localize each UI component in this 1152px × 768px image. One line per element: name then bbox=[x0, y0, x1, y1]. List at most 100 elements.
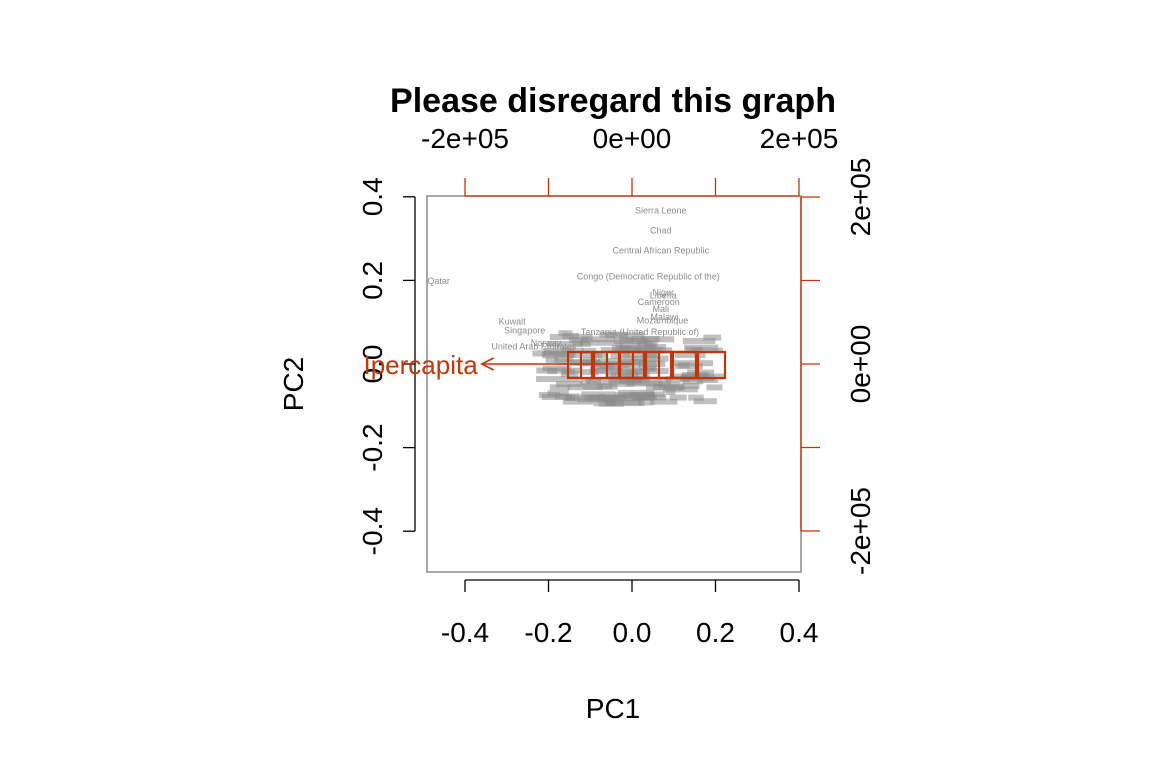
x-tick-label: -0.4 bbox=[441, 617, 489, 648]
cluster-mark bbox=[545, 356, 558, 363]
cluster-mark bbox=[638, 399, 655, 406]
point-label: Mozambique bbox=[637, 316, 689, 326]
point-label: Chad bbox=[650, 226, 672, 236]
cluster-mark bbox=[703, 334, 722, 341]
chart-title: Please disregard this graph bbox=[390, 82, 836, 120]
x-tick-label: 0.4 bbox=[780, 617, 819, 648]
x-axis-top: -2e+05 0e+00 2e+05 bbox=[421, 123, 839, 197]
cluster-mark bbox=[681, 383, 700, 390]
point-label: Cameroon bbox=[638, 297, 680, 307]
cluster-mark bbox=[663, 386, 698, 393]
cluster-mark bbox=[691, 347, 724, 354]
cluster-mark bbox=[567, 351, 603, 358]
point-labels: Sierra Leone Chad Central African Republic… bbox=[427, 206, 719, 352]
arrow-head bbox=[479, 357, 495, 371]
cluster-mark bbox=[682, 378, 704, 385]
top-tick-label: 2e+05 bbox=[760, 123, 839, 154]
cluster-mark bbox=[693, 398, 717, 405]
cluster-mark bbox=[541, 393, 572, 400]
cluster-mark bbox=[629, 367, 669, 374]
y-tick-label: -0.2 bbox=[357, 423, 388, 471]
point-label: Kuwait bbox=[499, 316, 527, 326]
cluster-mark bbox=[643, 391, 665, 398]
cluster-mark bbox=[547, 390, 569, 397]
point-label: Norway bbox=[531, 338, 562, 348]
point-label: Singapore bbox=[504, 326, 545, 336]
point-label: Central African Republic bbox=[613, 246, 710, 256]
cluster-mark bbox=[541, 350, 576, 357]
y-axis-left: -0.4 -0.2 0.0 0.2 0.4 bbox=[357, 177, 416, 555]
x-axis-label: PC1 bbox=[586, 693, 640, 724]
point-label: Malawi bbox=[651, 312, 679, 322]
point-cluster bbox=[532, 330, 724, 407]
cluster-mark bbox=[618, 346, 632, 353]
cluster-mark bbox=[569, 337, 589, 344]
cluster-mark bbox=[644, 344, 667, 351]
point-label: Qatar bbox=[427, 276, 450, 286]
cluster-mark bbox=[605, 372, 617, 379]
cluster-mark bbox=[579, 378, 591, 385]
cluster-mark bbox=[682, 337, 716, 344]
cluster-mark bbox=[596, 383, 613, 390]
cluster-mark bbox=[604, 332, 645, 339]
cluster-mark bbox=[675, 351, 706, 358]
point-label: Congo (Democratic Republic of the) bbox=[577, 272, 720, 282]
point-label: Sierra Leone bbox=[635, 206, 687, 216]
cluster-mark bbox=[618, 373, 634, 380]
cluster-mark bbox=[631, 336, 660, 343]
y-tick-label: 0.4 bbox=[357, 177, 388, 216]
loading-arrows: Ipercapita bbox=[364, 350, 727, 380]
cluster-mark bbox=[619, 336, 633, 343]
cluster-mark bbox=[650, 398, 678, 405]
point-label: Liberia bbox=[650, 290, 677, 300]
top-tick-label: 0e+00 bbox=[593, 123, 672, 154]
point-label: Tanzania (United Republic of) bbox=[581, 327, 699, 337]
cluster-mark bbox=[622, 352, 657, 359]
right-tick-label: -2e+05 bbox=[845, 487, 876, 575]
cluster-mark bbox=[589, 395, 621, 402]
top-tick-label: -2e+05 bbox=[421, 123, 509, 154]
cluster-mark bbox=[546, 340, 591, 347]
x-axis-bottom: -0.4 -0.2 0.0 0.2 0.4 bbox=[441, 579, 819, 648]
x-tick-label: -0.2 bbox=[524, 617, 572, 648]
cluster-mark bbox=[549, 384, 570, 391]
cluster-mark bbox=[542, 365, 571, 372]
point-label: Niger bbox=[653, 288, 675, 298]
x-tick-label: 0.0 bbox=[613, 617, 652, 648]
cluster-mark bbox=[590, 351, 607, 358]
right-tick-label: 2e+05 bbox=[845, 158, 876, 237]
cluster-mark bbox=[588, 378, 630, 385]
point-label: Mali bbox=[653, 304, 670, 314]
y-tick-label: -0.4 bbox=[357, 507, 388, 555]
cluster-mark bbox=[554, 356, 573, 363]
cluster-mark bbox=[560, 370, 579, 377]
cluster-mark bbox=[558, 330, 573, 337]
cluster-mark bbox=[688, 394, 704, 401]
cluster-mark bbox=[671, 360, 714, 367]
cluster-mark bbox=[619, 343, 656, 350]
cluster-mark bbox=[595, 368, 623, 375]
y-tick-label: 0.0 bbox=[357, 345, 388, 384]
cluster-mark bbox=[582, 357, 598, 364]
cluster-mark bbox=[706, 384, 723, 391]
cluster-mark bbox=[669, 394, 687, 401]
cluster-mark bbox=[555, 381, 583, 388]
cluster-mark bbox=[536, 376, 580, 383]
arrow-label: Ipercapita bbox=[364, 350, 479, 380]
cluster-mark bbox=[635, 347, 673, 354]
arrow-label-cluster bbox=[670, 350, 698, 380]
cluster-mark bbox=[620, 359, 657, 366]
cluster-mark bbox=[628, 379, 672, 386]
x-tick-label: 0.2 bbox=[696, 617, 735, 648]
cluster-mark bbox=[579, 339, 623, 346]
y-axis-label: PC2 bbox=[278, 357, 309, 411]
y-axis-right: -2e+05 0e+00 2e+05 bbox=[800, 158, 876, 575]
cluster-mark bbox=[685, 346, 703, 353]
cluster-mark bbox=[605, 399, 643, 406]
cluster-mark bbox=[581, 336, 615, 343]
y-tick-label: 0.2 bbox=[357, 261, 388, 300]
right-tick-label: 0e+00 bbox=[845, 325, 876, 404]
point-label: United Arab Emirates bbox=[491, 341, 577, 351]
cluster-mark bbox=[604, 399, 616, 406]
